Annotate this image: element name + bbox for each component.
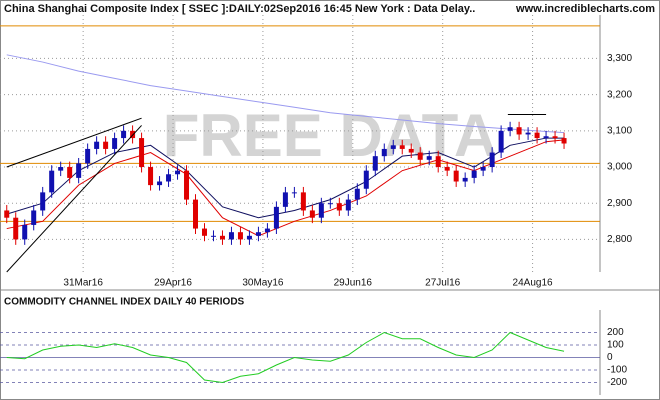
candle-body bbox=[139, 138, 145, 168]
candle-body bbox=[462, 177, 468, 182]
x-tick-label: 29Apr16 bbox=[154, 278, 192, 289]
candle-body bbox=[49, 170, 55, 193]
candle-body bbox=[31, 210, 37, 225]
x-tick-label: 24Aug16 bbox=[513, 278, 553, 289]
candle-body bbox=[345, 199, 351, 211]
x-tick-label: 31Mar16 bbox=[63, 278, 103, 289]
x-tick-label: 27Jul16 bbox=[425, 278, 460, 289]
y-tick-label: 2,900 bbox=[607, 198, 632, 209]
candle-body bbox=[4, 210, 10, 218]
candle-body bbox=[480, 167, 486, 171]
candle-body bbox=[507, 127, 513, 131]
y-tick-label: 0 bbox=[607, 352, 613, 363]
candle-body bbox=[103, 141, 109, 149]
candle-body bbox=[534, 132, 540, 139]
candle-body bbox=[381, 148, 387, 157]
y-tick-label: 3,200 bbox=[607, 89, 632, 100]
candle-body bbox=[85, 148, 91, 164]
trend-line bbox=[6, 125, 142, 273]
y-tick-label: 200 bbox=[607, 327, 624, 338]
candle-body bbox=[399, 145, 405, 149]
candle-body bbox=[552, 136, 558, 139]
candle-body bbox=[282, 192, 288, 207]
candle-body bbox=[471, 170, 477, 178]
candle-body bbox=[336, 203, 342, 211]
candle-body bbox=[426, 156, 432, 160]
y-tick-label: -100 bbox=[607, 365, 627, 376]
candle-body bbox=[264, 228, 270, 233]
candle-body bbox=[453, 170, 459, 182]
y-tick-label: -200 bbox=[607, 377, 627, 388]
candle-body bbox=[543, 136, 549, 139]
x-tick-label: 29Jun16 bbox=[334, 278, 373, 289]
source: www.incrediblecharts.com bbox=[515, 3, 655, 15]
candle-body bbox=[318, 203, 324, 218]
candle-body bbox=[175, 170, 181, 175]
candle-body bbox=[58, 167, 64, 171]
candle-body bbox=[157, 181, 163, 186]
candle-body bbox=[22, 224, 28, 240]
panel-title: COMMODITY CHANNEL INDEX DAILY 40 PERIODS bbox=[4, 297, 245, 308]
candle-body bbox=[40, 192, 46, 211]
candle-body bbox=[76, 163, 82, 178]
candle-body bbox=[193, 199, 199, 229]
candle-body bbox=[228, 232, 234, 240]
candle-body bbox=[390, 145, 396, 149]
candle-body bbox=[121, 130, 127, 139]
y-tick-label: 3,000 bbox=[607, 162, 632, 173]
candle-body bbox=[444, 167, 450, 171]
candle-body bbox=[219, 235, 225, 240]
moving-average bbox=[6, 137, 565, 219]
cci-line bbox=[6, 331, 565, 384]
candle-body bbox=[408, 148, 414, 153]
candle-body bbox=[184, 170, 190, 200]
y-tick-label: 3,100 bbox=[607, 125, 632, 136]
candle-body bbox=[237, 232, 243, 240]
candle-body bbox=[291, 192, 297, 194]
candle-body bbox=[498, 130, 504, 153]
candle-body bbox=[13, 217, 19, 240]
candle-body bbox=[561, 138, 567, 144]
moving-average bbox=[6, 139, 565, 237]
candle-body bbox=[363, 170, 369, 189]
y-tick-label: 100 bbox=[607, 340, 624, 351]
candle-body bbox=[246, 235, 252, 240]
candle-body bbox=[273, 206, 279, 229]
candle-body bbox=[516, 127, 522, 135]
candle-body bbox=[201, 228, 207, 236]
x-tick-label: 30May16 bbox=[242, 278, 284, 289]
candle-body bbox=[327, 203, 333, 205]
y-tick-label: 3,300 bbox=[607, 53, 632, 64]
candle-body bbox=[67, 167, 73, 178]
candle-body bbox=[300, 192, 306, 211]
candle-body bbox=[525, 132, 531, 135]
candle-body bbox=[210, 235, 216, 237]
trend-line bbox=[6, 117, 142, 168]
y-tick-label: 2,800 bbox=[607, 234, 632, 245]
candle-body bbox=[372, 156, 378, 171]
candle-body bbox=[166, 174, 172, 182]
moving-average bbox=[6, 54, 565, 134]
candle-body bbox=[489, 152, 495, 168]
candle-body bbox=[94, 141, 100, 149]
candle-body bbox=[417, 152, 423, 160]
candle-body bbox=[354, 188, 360, 200]
chart-title: China Shanghai Composite Index [ SSEC ]:… bbox=[4, 3, 475, 15]
candle-body bbox=[309, 210, 315, 218]
candle-body bbox=[255, 232, 261, 236]
watermark: FREE DATA bbox=[163, 102, 497, 169]
candle-body bbox=[148, 167, 154, 186]
candle-body bbox=[435, 156, 441, 168]
candle-body bbox=[112, 138, 118, 149]
